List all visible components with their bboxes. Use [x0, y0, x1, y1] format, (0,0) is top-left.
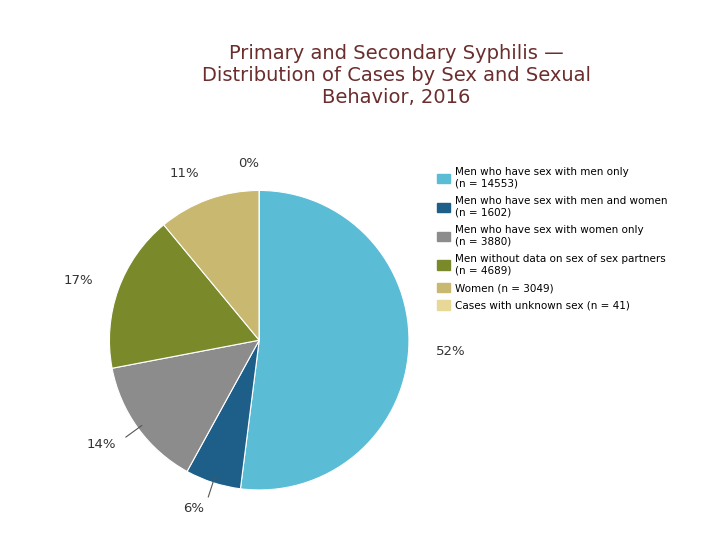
Legend: Men who have sex with men only
(n = 14553), Men who have sex with men and women
: Men who have sex with men only (n = 1455… — [437, 167, 667, 310]
Text: 17%: 17% — [63, 274, 93, 287]
Wedge shape — [240, 191, 409, 490]
Text: 11%: 11% — [170, 167, 199, 180]
Text: 14%: 14% — [86, 437, 116, 450]
Text: Primary and Secondary Syphilis —
Distribution of Cases by Sex and Sexual
Behavio: Primary and Secondary Syphilis — Distrib… — [202, 44, 590, 107]
Text: 0%: 0% — [238, 157, 259, 170]
Wedge shape — [187, 340, 259, 489]
Text: 6%: 6% — [184, 502, 204, 515]
Wedge shape — [163, 191, 259, 340]
Wedge shape — [109, 225, 259, 368]
Text: 52%: 52% — [436, 345, 465, 358]
Wedge shape — [112, 340, 259, 471]
